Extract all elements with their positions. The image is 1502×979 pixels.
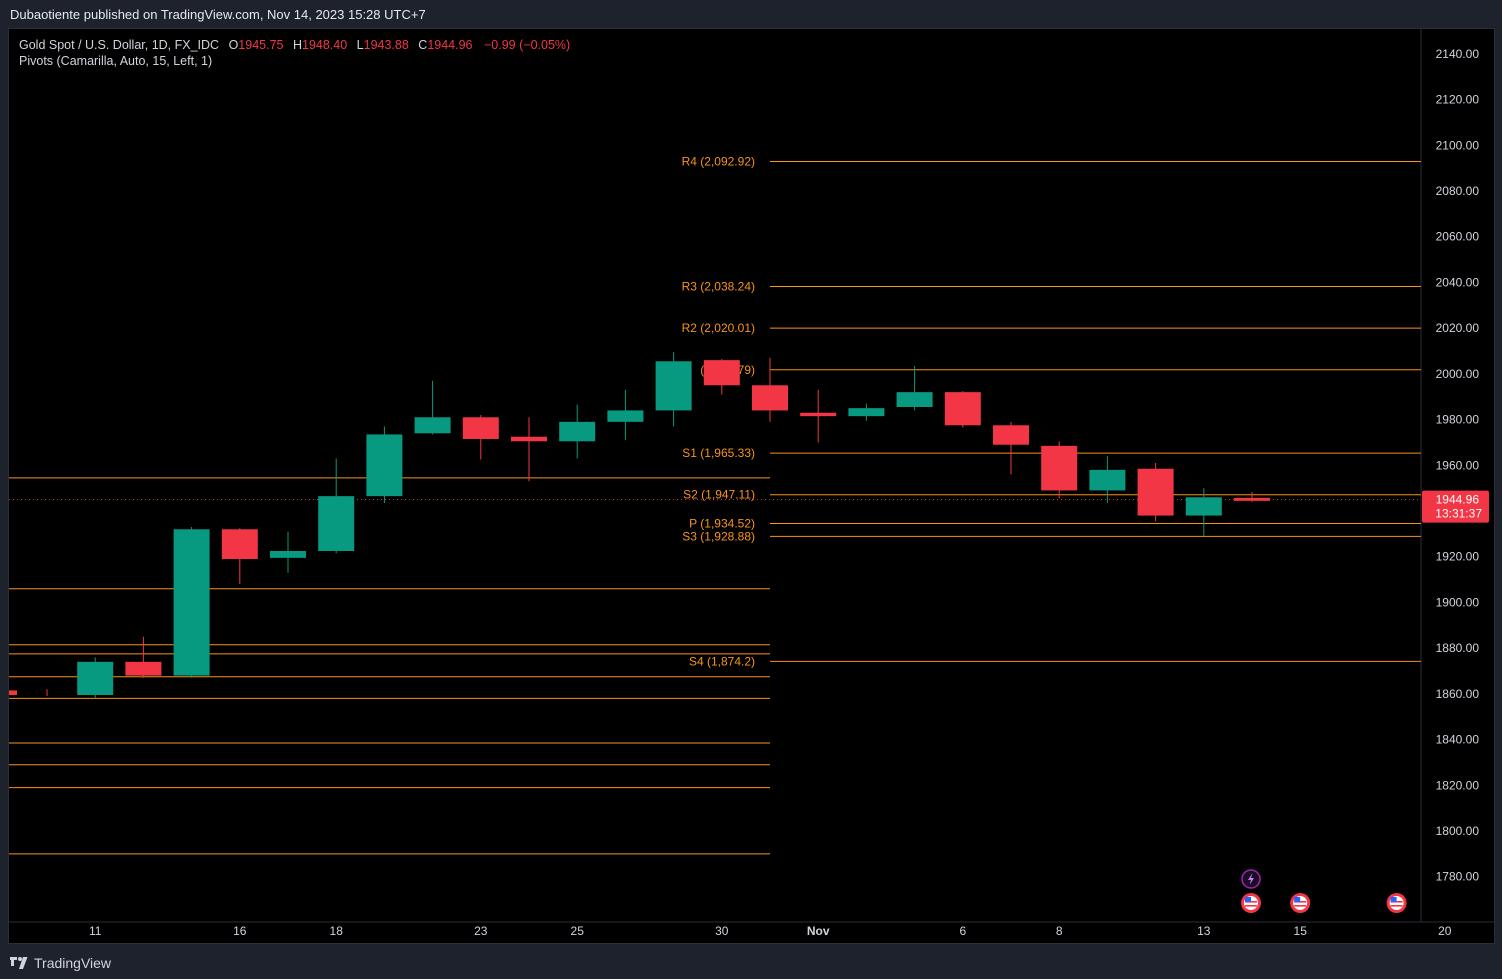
tradingview-logo-icon: [10, 957, 28, 969]
last-price-label: 1944.96: [1436, 493, 1480, 507]
x-tick-label: 18: [330, 924, 344, 938]
bar-countdown-label: 13:31:37: [1435, 507, 1482, 521]
y-tick-label: 1900.00: [1436, 595, 1480, 609]
candle-body[interactable]: [221, 529, 258, 559]
candle-body[interactable]: [1089, 469, 1126, 491]
legend-indicator[interactable]: Pivots (Camarilla, Auto, 15, Left, 1): [19, 54, 213, 68]
pivot-label: R4 (2,092.92): [682, 154, 755, 168]
legend-symbol[interactable]: Gold Spot / U.S. Dollar, 1D, FX_IDC: [19, 38, 220, 52]
pivot-label: S3 (1,928.88): [682, 529, 755, 543]
pivot-label: R2 (2,020.01): [682, 321, 755, 335]
candle-body[interactable]: [703, 360, 740, 386]
chart-legend: Gold Spot / U.S. Dollar, 1D, FX_IDC O194…: [19, 37, 570, 69]
x-tick-label: 6: [959, 924, 966, 938]
y-tick-label: 2080.00: [1436, 184, 1480, 198]
candle-body[interactable]: [800, 412, 837, 417]
y-tick-label: 2000.00: [1436, 367, 1480, 381]
pivot-label: P (1,934.52): [689, 517, 755, 531]
publish-line: Dubaotiente published on TradingView.com…: [10, 7, 426, 22]
pivot-label: R3 (2,038.24): [682, 279, 755, 293]
candle-body[interactable]: [414, 417, 451, 434]
x-tick-label: 16: [233, 924, 247, 938]
candle-body[interactable]: [366, 434, 403, 497]
y-tick-label: 2060.00: [1436, 230, 1480, 244]
flag-stripe: [1390, 905, 1403, 907]
candle-body[interactable]: [462, 417, 499, 439]
flag-stripe: [1294, 905, 1307, 907]
candle-body[interactable]: [77, 661, 114, 695]
candle-body[interactable]: [1234, 497, 1270, 501]
candle-body[interactable]: [655, 361, 692, 411]
y-tick-label: 1800.00: [1436, 824, 1480, 838]
legend-close-value: 1944.96: [427, 38, 473, 52]
last-price-badge: [1422, 490, 1489, 523]
y-tick-label: 2040.00: [1436, 275, 1480, 289]
candle-body[interactable]: [993, 425, 1029, 445]
candle-body[interactable]: [1185, 497, 1222, 516]
candle-body[interactable]: [511, 436, 547, 442]
pivot-label: S2 (1,947.11): [683, 488, 755, 502]
candle-body[interactable]: [944, 392, 981, 426]
x-tick-label: Nov: [807, 924, 830, 938]
y-tick-label: 2140.00: [1436, 47, 1480, 61]
flag-canton: [1294, 897, 1301, 902]
legend-high-value: 1948.40: [302, 38, 348, 52]
candle-body[interactable]: [125, 661, 162, 676]
y-tick-label: 1980.00: [1436, 413, 1480, 427]
legend-change: −0.99 (−0.05%): [484, 38, 571, 52]
x-tick-label: 15: [1294, 924, 1308, 938]
lightning-glyph: [1248, 873, 1254, 885]
y-tick-label: 2020.00: [1436, 321, 1480, 335]
flag-canton: [1245, 897, 1251, 902]
x-tick-label: 25: [571, 924, 585, 938]
x-tick-label: 20: [1438, 924, 1452, 938]
candle-body[interactable]: [848, 408, 885, 417]
x-tick-label: 8: [1056, 924, 1063, 938]
price-chart[interactable]: R4 (2,092.92)R3 (2,038.24)R2 (2,020.01)(…: [9, 29, 1494, 943]
x-tick-label: 11: [89, 924, 102, 938]
candle-body[interactable]: [173, 529, 210, 676]
flag-stripe: [1245, 905, 1257, 907]
flag-canton: [1390, 897, 1397, 902]
y-tick-label: 1840.00: [1436, 733, 1480, 747]
y-tick-label: 1860.00: [1436, 687, 1480, 701]
legend-low-value: 1943.88: [363, 38, 409, 52]
legend-close-label: C: [418, 38, 428, 52]
candle-body[interactable]: [1137, 468, 1174, 516]
x-tick-label: 23: [474, 924, 488, 938]
candle-body[interactable]: [9, 690, 17, 695]
y-tick-label: 1960.00: [1436, 458, 1480, 472]
pivot-label: S4 (1,874.2): [689, 654, 755, 668]
candle-body[interactable]: [270, 551, 306, 558]
y-tick-label: 1920.00: [1436, 550, 1480, 564]
y-tick-label: 2120.00: [1436, 93, 1480, 107]
legend-open-label: O: [228, 38, 239, 52]
y-tick-label: 1820.00: [1436, 778, 1480, 792]
x-tick-label: 13: [1197, 924, 1211, 938]
candle-body[interactable]: [318, 496, 355, 551]
candle-body[interactable]: [896, 392, 933, 407]
y-tick-label: 1880.00: [1436, 641, 1480, 655]
candle-body[interactable]: [559, 421, 596, 442]
legend-high-label: H: [292, 38, 302, 52]
legend-symbol-row: Gold Spot / U.S. Dollar, 1D, FX_IDC O194…: [19, 37, 570, 53]
y-tick-label: 2100.00: [1436, 138, 1480, 152]
y-tick-label: 1780.00: [1436, 870, 1480, 884]
x-tick-label: 30: [715, 924, 729, 938]
legend-open-value: 1945.75: [238, 38, 284, 52]
candle-body[interactable]: [607, 410, 644, 422]
candle-body[interactable]: [752, 385, 788, 411]
footer-brand[interactable]: TradingView: [34, 955, 112, 971]
footer: TradingView: [10, 953, 111, 973]
pivot-label: S1 (1,965.33): [682, 446, 755, 460]
chart-area[interactable]: R4 (2,092.92)R3 (2,038.24)R2 (2,020.01)(…: [8, 28, 1495, 944]
legend-low-label: L: [356, 38, 364, 52]
candle-body[interactable]: [1041, 445, 1078, 491]
